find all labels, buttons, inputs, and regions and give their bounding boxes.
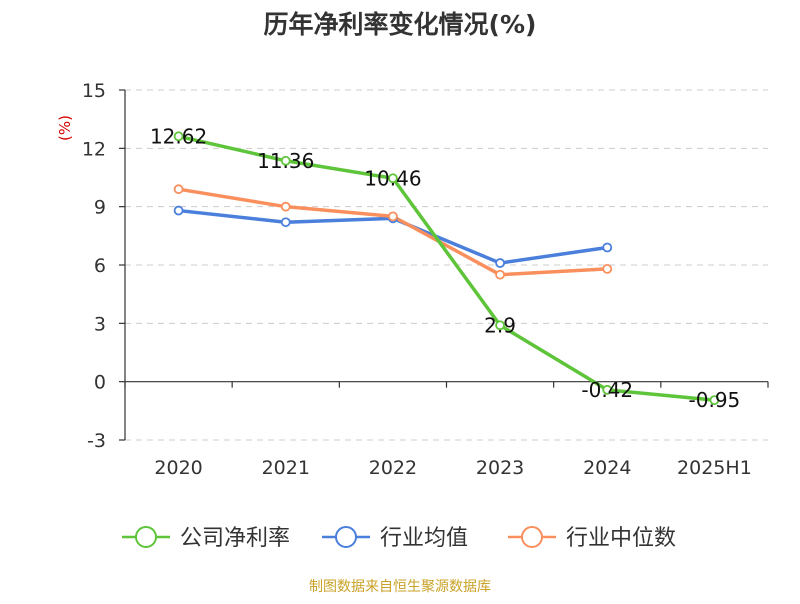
- x-tick-label: 2022: [369, 457, 417, 479]
- data-point: [602, 384, 613, 395]
- axes: [119, 89, 769, 441]
- x-tick-label: 2024: [583, 457, 631, 479]
- data-point: [495, 320, 505, 331]
- x-tick-label: 2025H1: [677, 457, 752, 479]
- data-point: [709, 395, 720, 406]
- x-tick-label: 2023: [476, 457, 524, 479]
- y-tick-label: 15: [82, 80, 106, 102]
- data-point: [388, 173, 398, 184]
- y-tick-label: 12: [82, 138, 106, 160]
- legend-label: 公司净利率: [180, 526, 290, 551]
- legend-marker: [335, 526, 357, 548]
- legend-marker: [135, 526, 157, 548]
- series-line: [178, 134, 715, 402]
- data-label: 11.36: [257, 149, 314, 173]
- y-tick-label: 6: [94, 255, 106, 277]
- data-label: -0.42: [581, 378, 633, 402]
- data-point: [173, 131, 184, 142]
- data-point: [495, 258, 505, 268]
- y-axis-label: (%): [56, 115, 74, 141]
- x-tick-label: 2021: [262, 457, 310, 479]
- data-point: [280, 217, 291, 228]
- data-labels: 12.62 11.36 10.46 2.9 -0.42 -0.95: [150, 124, 740, 412]
- data-point: [388, 211, 398, 222]
- data-point: [495, 269, 505, 280]
- legend-label: 行业均值: [380, 526, 468, 551]
- legend-label: 行业中位数: [566, 526, 676, 551]
- grid-lines: [125, 89, 768, 441]
- data-label: 10.46: [364, 166, 421, 190]
- legend: 公司净利率 行业均值 行业中位数: [122, 526, 676, 551]
- data-label: 2.9: [484, 313, 516, 337]
- data-point: [602, 242, 613, 253]
- chart-title: 历年净利率变化情况(%): [264, 10, 537, 39]
- data-point: [602, 263, 613, 274]
- data-point: [280, 155, 291, 166]
- data-point: [173, 205, 184, 216]
- series-lines: [178, 134, 715, 402]
- series-points: [173, 131, 720, 406]
- data-label: 12.62: [150, 124, 207, 148]
- y-tick-label: 3: [94, 313, 106, 335]
- y-tick-label: 0: [94, 372, 106, 394]
- y-tick-label: 9: [94, 197, 106, 219]
- data-point: [173, 184, 184, 195]
- x-tick-label: 2020: [154, 457, 202, 479]
- y-tick-label: -3: [87, 430, 106, 452]
- data-point: [280, 201, 291, 212]
- series-line: [178, 187, 608, 277]
- data-label: -0.95: [689, 388, 741, 412]
- x-tick-labels: 2020 2021 2022 2023 2024 2025H1: [154, 457, 751, 479]
- legend-marker: [521, 526, 543, 548]
- source-note: 制图数据来自恒生聚源数据库: [309, 579, 491, 595]
- y-tick-labels: -3 0 3 6 9 12 15: [82, 80, 106, 452]
